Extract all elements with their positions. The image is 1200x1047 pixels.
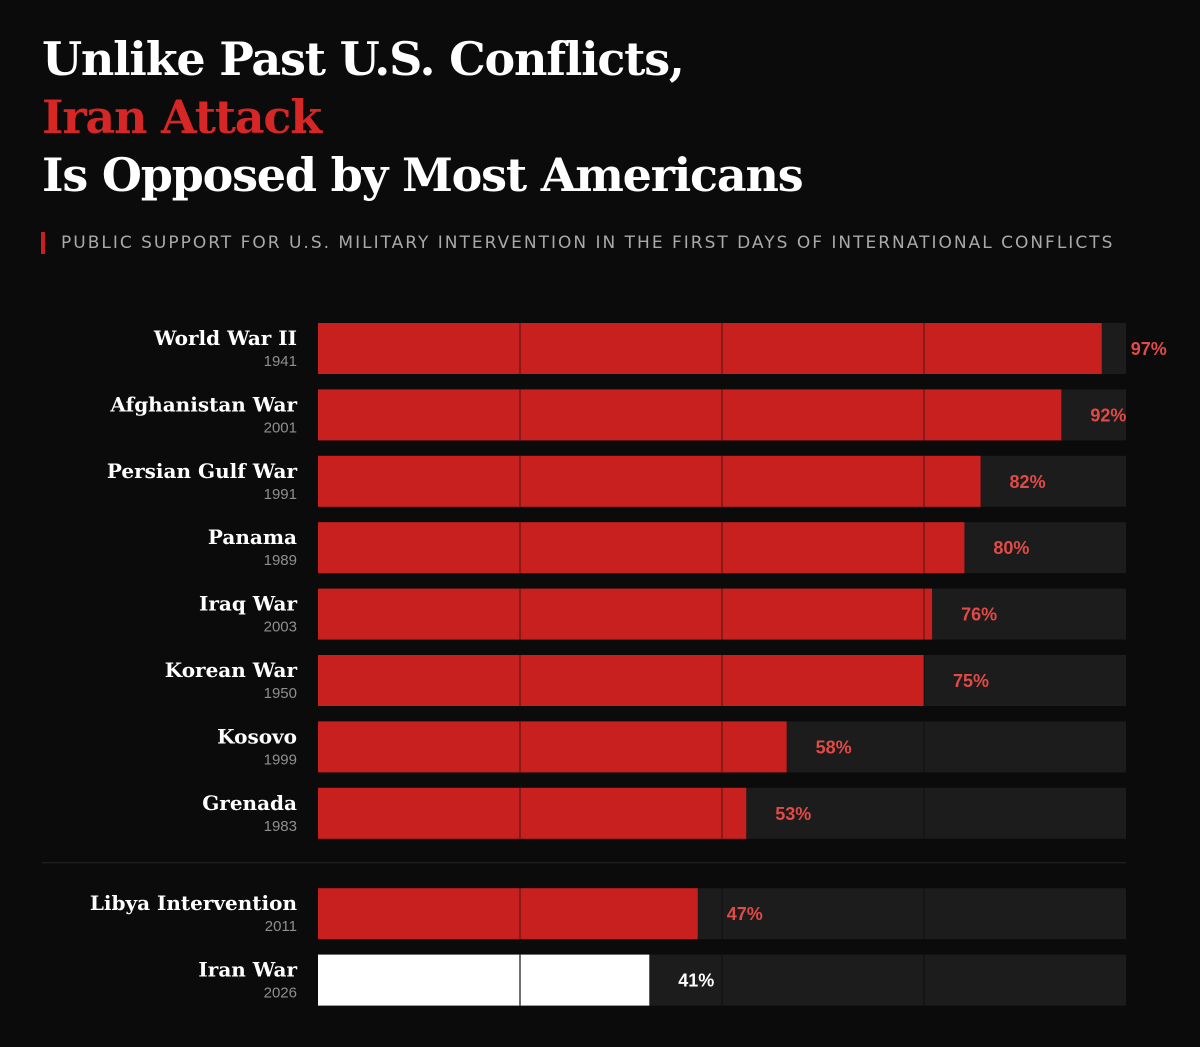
title-line-1: Unlike Past U.S. Conflicts, xyxy=(42,32,685,86)
category-label-iraq-war: Iraq War xyxy=(199,592,297,616)
value-label-kosovo: 58% xyxy=(816,737,852,757)
bar-grenada xyxy=(318,787,747,839)
value-label-grenada: 53% xyxy=(775,804,811,824)
category-label-world-war-ii: World War II xyxy=(153,326,297,350)
title-line-3: Is Opposed by Most Americans xyxy=(42,148,804,202)
value-label-iraq-war: 76% xyxy=(961,605,997,625)
category-label-afghanistan-war: Afghanistan War xyxy=(109,392,297,416)
year-label-iraq-war: 2003 xyxy=(264,619,297,636)
value-label-panama: 80% xyxy=(993,538,1029,558)
value-label-libya-intervention: 47% xyxy=(727,904,763,924)
category-label-grenada: Grenada xyxy=(202,791,297,815)
bar-iran-war xyxy=(318,954,650,1006)
category-label-kosovo: Kosovo xyxy=(217,724,297,748)
bar-panama xyxy=(318,522,965,574)
year-label-afghanistan-war: 2001 xyxy=(264,419,297,436)
bar-korean-war xyxy=(318,655,924,706)
year-label-persian-gulf-war: 1991 xyxy=(264,486,297,503)
chart-title: Unlike Past U.S. Conflicts, Iran Attack … xyxy=(42,30,804,204)
bar-world-war-ii xyxy=(318,323,1102,374)
value-label-iran-war: 41% xyxy=(678,971,714,991)
year-label-korean-war: 1950 xyxy=(264,685,297,702)
category-label-panama: Panama xyxy=(208,525,297,549)
chart-subtitle: PUBLIC SUPPORT FOR U.S. MILITARY INTERVE… xyxy=(61,233,1115,253)
value-label-world-war-ii: 97% xyxy=(1131,339,1167,359)
year-label-kosovo: 1999 xyxy=(264,751,297,768)
category-label-persian-gulf-war: Persian Gulf War xyxy=(107,459,298,483)
value-label-afghanistan-war: 92% xyxy=(1090,405,1126,425)
year-label-libya-intervention: 2011 xyxy=(265,918,297,935)
category-label-korean-war: Korean War xyxy=(165,658,298,682)
year-label-panama: 1989 xyxy=(264,552,297,569)
bar-libya-intervention xyxy=(318,888,698,940)
bar-persian-gulf-war xyxy=(318,455,981,507)
category-label-iran-war: Iran War xyxy=(198,958,297,982)
bar-iraq-war xyxy=(318,588,933,640)
year-label-grenada: 1983 xyxy=(264,818,297,835)
year-label-iran-war: 2026 xyxy=(264,985,297,1002)
year-label-world-war-ii: 1941 xyxy=(264,353,297,370)
title-line-2-highlight: Iran Attack xyxy=(42,90,322,144)
subtitle-block: PUBLIC SUPPORT FOR U.S. MILITARY INTERVE… xyxy=(41,232,1141,254)
bar-kosovo xyxy=(318,721,787,773)
value-label-korean-war: 75% xyxy=(953,671,989,691)
bar-afghanistan-war xyxy=(318,389,1062,441)
category-label-libya-intervention: Libya Intervention xyxy=(90,891,298,915)
value-label-persian-gulf-war: 82% xyxy=(1010,472,1046,492)
